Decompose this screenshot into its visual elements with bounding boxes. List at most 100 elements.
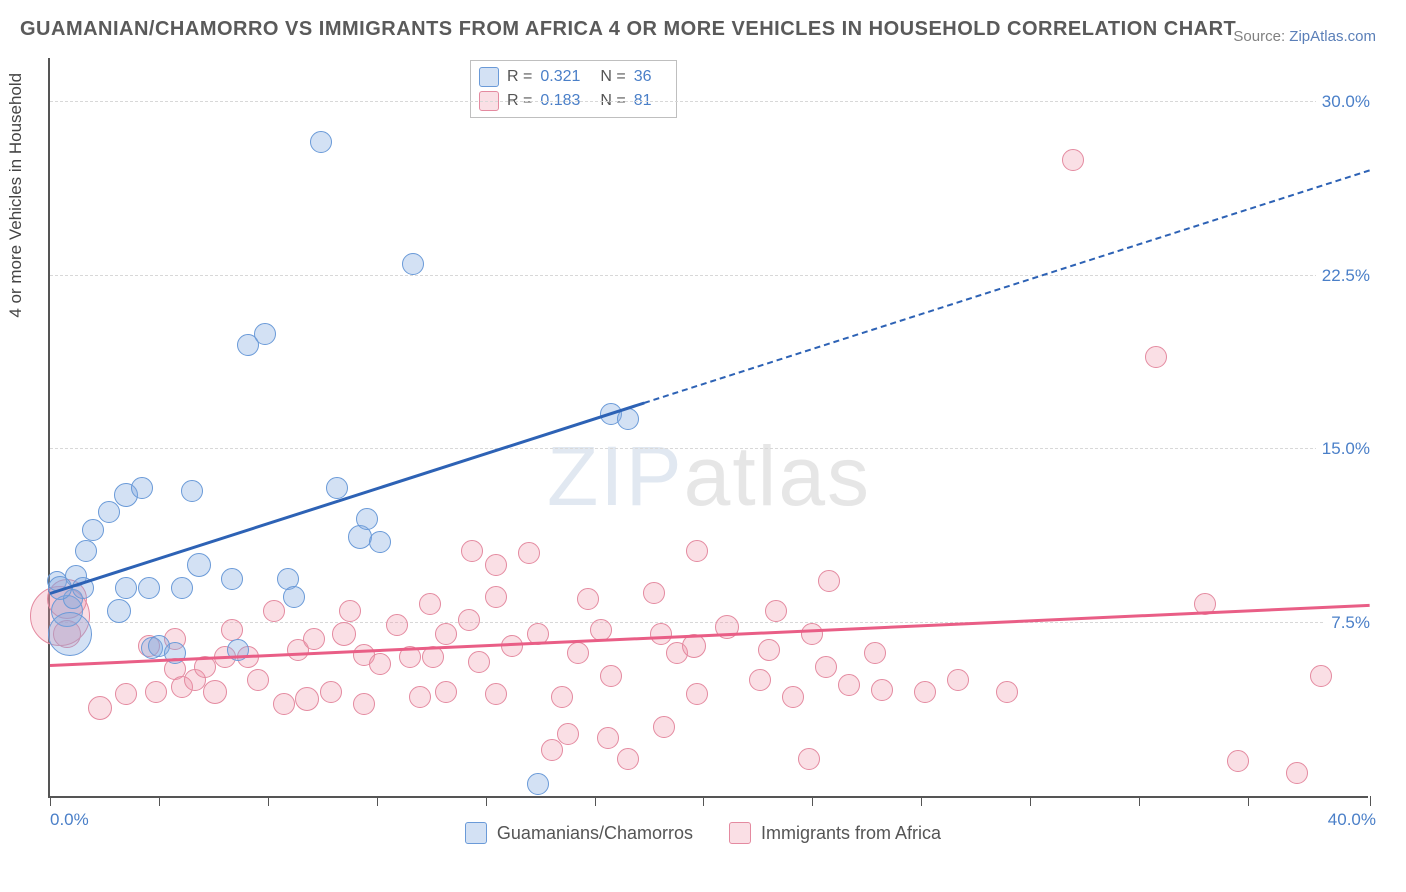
x-tick (268, 796, 269, 806)
data-point (485, 554, 507, 576)
data-point (263, 600, 285, 622)
data-point (435, 623, 457, 645)
data-point (339, 600, 361, 622)
x-tick (1248, 796, 1249, 806)
data-point (419, 593, 441, 615)
data-point (577, 588, 599, 610)
x-tick (1370, 796, 1371, 806)
data-point (221, 568, 243, 590)
legend-series: Guamanians/Chamorros Immigrants from Afri… (0, 822, 1406, 849)
data-point (600, 665, 622, 687)
data-point (82, 519, 104, 541)
data-point (815, 656, 837, 678)
data-point (590, 619, 612, 641)
watermark-thin: atlas (684, 429, 871, 523)
x-tick (50, 796, 51, 806)
data-point (386, 614, 408, 636)
data-point (254, 323, 276, 345)
data-point (485, 586, 507, 608)
gridline (50, 275, 1368, 276)
data-point (115, 577, 137, 599)
data-point (871, 679, 893, 701)
data-point (353, 693, 375, 715)
data-point (485, 683, 507, 705)
trend-line-dashed (644, 170, 1371, 405)
legend-label: Immigrants from Africa (761, 823, 941, 844)
data-point (332, 622, 356, 646)
data-point (131, 477, 153, 499)
source-label: Source: ZipAtlas.com (1233, 28, 1376, 45)
data-point (181, 480, 203, 502)
data-point (864, 642, 886, 664)
r-label: R = (507, 68, 532, 86)
plot-area: ZIPatlas R =0.321N =36R =0.183N =81 7.5%… (48, 58, 1368, 798)
y-tick-label: 22.5% (1316, 266, 1370, 286)
data-point (643, 582, 665, 604)
legend-swatch (465, 822, 487, 844)
data-point (138, 577, 160, 599)
data-point (1145, 346, 1167, 368)
data-point (468, 651, 490, 673)
x-tick (1139, 796, 1140, 806)
data-point (527, 773, 549, 795)
data-point (107, 599, 131, 623)
data-point (247, 669, 269, 691)
y-axis-title: 4 or more Vehicles in Household (6, 73, 26, 318)
y-tick-label: 30.0% (1316, 92, 1370, 112)
chart-title: GUAMANIAN/CHAMORRO VS IMMIGRANTS FROM AF… (20, 18, 1236, 41)
legend-swatch (479, 67, 499, 87)
data-point (996, 681, 1018, 703)
data-point (458, 609, 480, 631)
data-point (187, 553, 211, 577)
data-point (310, 131, 332, 153)
x-tick (377, 796, 378, 806)
data-point (295, 687, 319, 711)
data-point (1062, 149, 1084, 171)
data-point (369, 653, 391, 675)
data-point (203, 680, 227, 704)
data-point (75, 540, 97, 562)
trend-line (50, 603, 1370, 666)
n-label: N = (600, 68, 625, 86)
data-point (551, 686, 573, 708)
n-value: 36 (634, 68, 652, 86)
x-tick (486, 796, 487, 806)
y-tick-label: 15.0% (1316, 439, 1370, 459)
data-point (369, 531, 391, 553)
legend-stats: R =0.321N =36R =0.183N =81 (470, 60, 677, 118)
x-tick (921, 796, 922, 806)
data-point (567, 642, 589, 664)
data-point (115, 683, 137, 705)
data-point (1310, 665, 1332, 687)
data-point (653, 716, 675, 738)
data-point (686, 540, 708, 562)
legend-item: Guamanians/Chamorros (465, 822, 693, 844)
data-point (273, 693, 295, 715)
legend-item: Immigrants from Africa (729, 822, 941, 844)
data-point (1286, 762, 1308, 784)
data-point (1227, 750, 1249, 772)
gridline (50, 622, 1368, 623)
data-point (650, 623, 672, 645)
x-tick (159, 796, 160, 806)
data-point (145, 681, 167, 703)
x-tick (1030, 796, 1031, 806)
data-point (947, 669, 969, 691)
data-point (914, 681, 936, 703)
data-point (88, 696, 112, 720)
watermark: ZIPatlas (50, 428, 1368, 525)
data-point (320, 681, 342, 703)
data-point (518, 542, 540, 564)
data-point (541, 739, 563, 761)
source-value: ZipAtlas.com (1289, 28, 1376, 45)
data-point (356, 508, 378, 530)
chart-container: GUAMANIAN/CHAMORRO VS IMMIGRANTS FROM AF… (0, 0, 1406, 892)
gridline (50, 101, 1368, 102)
legend-label: Guamanians/Chamorros (497, 823, 693, 844)
watermark-bold: ZIP (547, 429, 684, 523)
data-point (303, 628, 325, 650)
data-point (801, 623, 823, 645)
data-point (798, 748, 820, 770)
legend-swatch (729, 822, 751, 844)
data-point (402, 253, 424, 275)
